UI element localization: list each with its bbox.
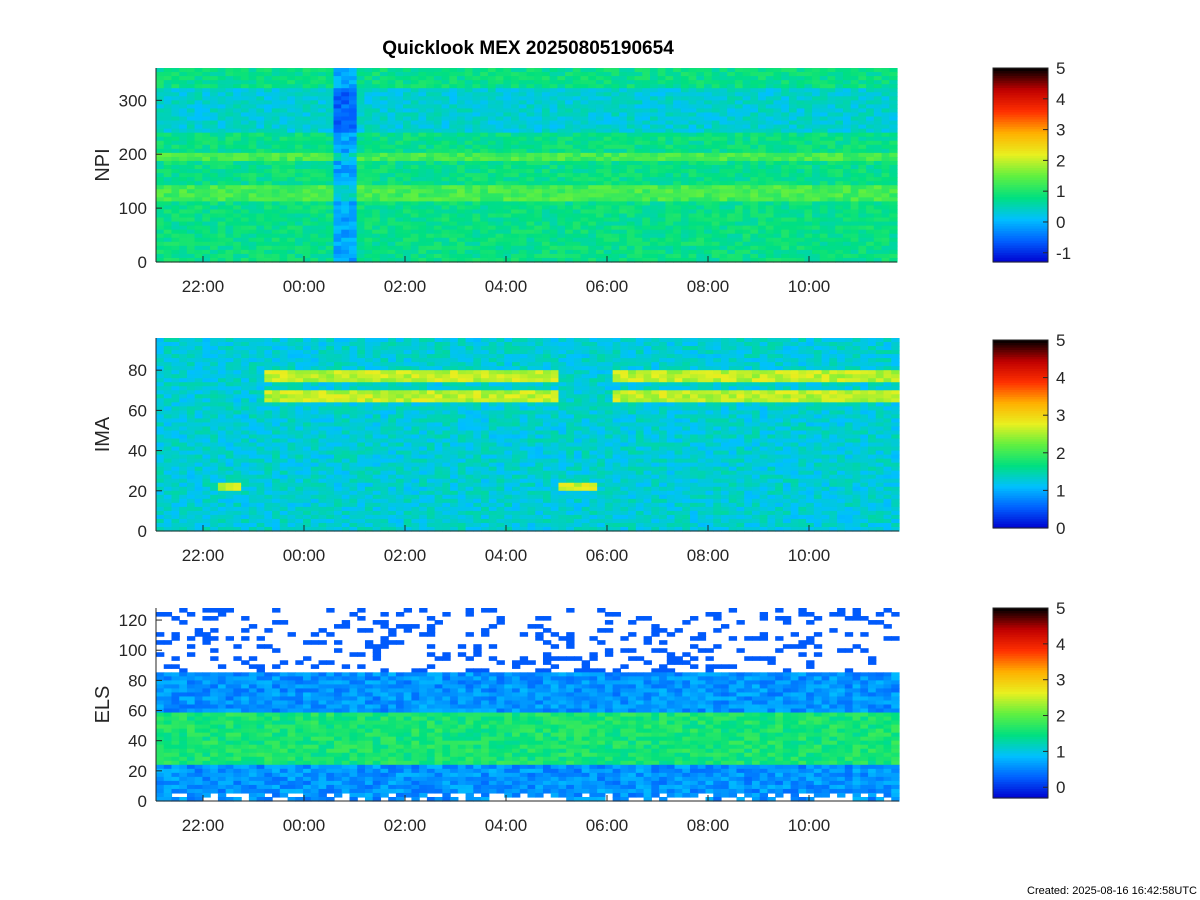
- colorbar: 0 1 2 3 4 5: [992, 331, 1065, 538]
- y-tick-label: 100: [119, 199, 147, 218]
- y-tick-label: 20: [128, 762, 147, 781]
- y-tick-label: 0: [138, 792, 147, 811]
- x-tick-label: 00:00: [283, 277, 326, 296]
- colorbar-tick-label: -1: [1056, 244, 1071, 263]
- colorbar-frame: [992, 339, 1049, 529]
- colorbar-tick-label: 3: [1056, 671, 1065, 690]
- colorbar-tick-label: 1: [1056, 742, 1065, 761]
- colorbar-tick-label: 5: [1056, 331, 1065, 350]
- x-tick-label: 08:00: [687, 277, 730, 296]
- x-tick-label: 04:00: [485, 277, 528, 296]
- y-tick-label: 300: [119, 91, 147, 110]
- colorbar-tick-label: 1: [1056, 182, 1065, 201]
- x-tick-label: 22:00: [182, 816, 225, 835]
- x-tick-label: 04:00: [485, 546, 528, 565]
- x-tick-label: 10:00: [788, 277, 831, 296]
- y-tick-label: 60: [128, 401, 147, 420]
- x-tick-label: 00:00: [283, 546, 326, 565]
- y-tick-label: 80: [128, 361, 147, 380]
- panel-npi: 22:00 00:00 02:00 04:00 06:00 08:00 10:00 0 100 2…: [92, 59, 1071, 296]
- spectrogram-image: [156, 608, 900, 802]
- colorbar-tick-label: 0: [1056, 213, 1065, 232]
- created-timestamp: Created: 2025-08-16 16:42:58UTC: [1027, 885, 1197, 897]
- x-tick-label: 02:00: [384, 816, 427, 835]
- colorbar-tick-label: 5: [1056, 59, 1065, 78]
- chart-title: Quicklook MEX 20250805190654: [382, 38, 674, 59]
- colorbar-tick-label: 2: [1056, 151, 1065, 170]
- colorbar: -1 0 1 2 3 4 5: [992, 59, 1071, 263]
- y-tick-label: 0: [138, 253, 147, 272]
- x-tick-label: 22:00: [182, 277, 225, 296]
- x-tick-label: 00:00: [283, 816, 326, 835]
- x-tick-label: 06:00: [586, 816, 629, 835]
- x-tick-label: 06:00: [586, 546, 629, 565]
- colorbar-frame: [992, 67, 1049, 263]
- y-tick-label: 40: [128, 732, 147, 751]
- y-tick-label: 60: [128, 702, 147, 721]
- colorbar-tick-label: 3: [1056, 121, 1065, 140]
- spectrogram-image: [156, 338, 900, 532]
- y-tick-label: 0: [138, 522, 147, 541]
- colorbar-frame: [992, 607, 1049, 799]
- y-tick-label: 200: [119, 145, 147, 164]
- panel-els: 22:00 00:00 02:00 04:00 06:00 08:00 10:0002040…: [92, 599, 1065, 835]
- panel-ima: 22:00 00:00 02:00 04:00 06:00 08:00 10:0002040…: [92, 331, 1065, 565]
- colorbar-tick-label: 1: [1056, 481, 1065, 500]
- x-tick-label: 10:00: [788, 816, 831, 835]
- y-axis-label: ELS: [92, 686, 114, 724]
- x-tick-label: 04:00: [485, 816, 528, 835]
- colorbar-tick-label: 0: [1056, 778, 1065, 797]
- colorbar-tick-label: 4: [1056, 369, 1065, 388]
- colorbar-tick-label: 2: [1056, 707, 1065, 726]
- y-tick-label: 80: [128, 671, 147, 690]
- x-tick-label: 08:00: [687, 816, 730, 835]
- y-tick-label: 120: [119, 611, 147, 630]
- x-tick-label: 02:00: [384, 277, 427, 296]
- colorbar-tick-label: 5: [1056, 599, 1065, 618]
- y-axis-label: IMA: [92, 416, 114, 452]
- y-axis-label: NPI: [92, 148, 114, 181]
- x-tick-label: 08:00: [687, 546, 730, 565]
- colorbar-tick-label: 2: [1056, 444, 1065, 463]
- y-tick-label: 20: [128, 482, 147, 501]
- colorbar-tick-label: 3: [1056, 406, 1065, 425]
- y-tick-label: 100: [119, 641, 147, 660]
- colorbar-tick-label: 4: [1056, 90, 1065, 109]
- spectrogram-image: [156, 68, 898, 263]
- x-tick-label: 06:00: [586, 277, 629, 296]
- colorbar-tick-label: 4: [1056, 635, 1065, 654]
- x-tick-label: 10:00: [788, 546, 831, 565]
- x-tick-label: 02:00: [384, 546, 427, 565]
- colorbar-tick-label: 0: [1056, 519, 1065, 538]
- y-tick-label: 40: [128, 442, 147, 461]
- x-tick-label: 22:00: [182, 546, 225, 565]
- colorbar: 0 1 2 3 4 5: [992, 599, 1065, 799]
